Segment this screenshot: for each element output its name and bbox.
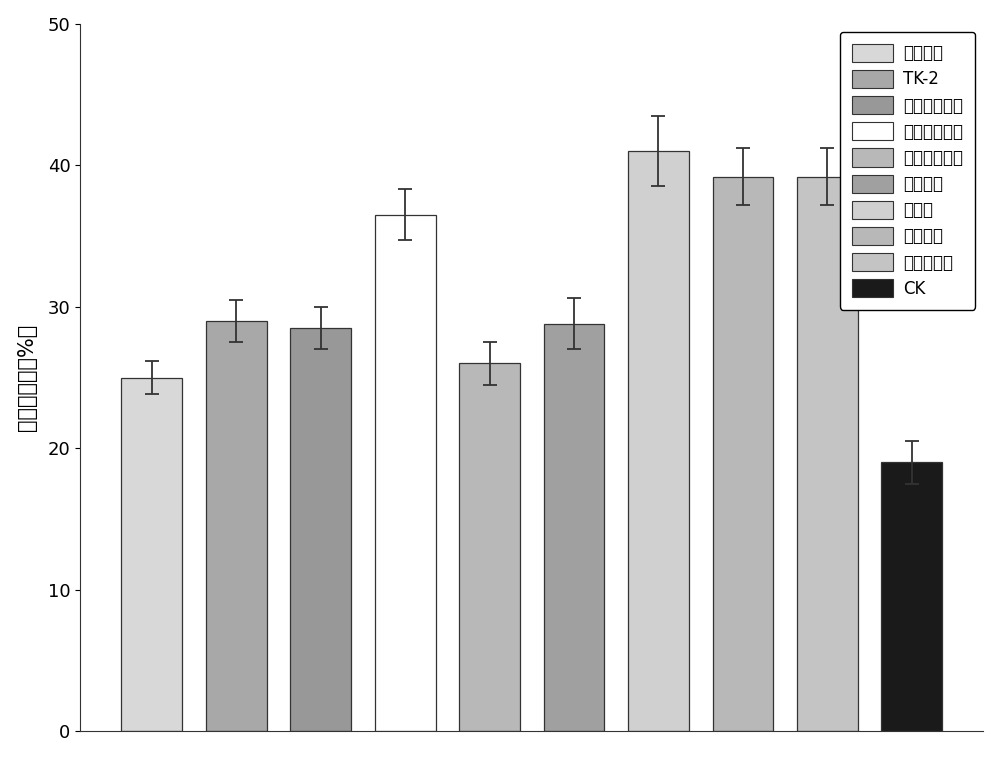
Bar [628,151,689,732]
Bar [544,324,604,732]
Bar [121,377,182,732]
Bar [290,328,351,732]
Y-axis label: 秸秆降解率（%）: 秸秆降解率（%） [17,324,37,431]
Bar [881,462,942,732]
Bar [459,364,520,732]
Bar [375,215,436,732]
Bar [206,321,267,732]
Bar [797,177,858,732]
Bar [713,177,773,732]
Legend: 假单胞菌, TK-2, 枯草芽孢杆菌, 地衣芽孢杆菌, 巨大芽孢杆菌, 绿色木霉, 黑曲霉, 白腐真菌, 白囊耙齿菌, CK: 假单胞菌, TK-2, 枯草芽孢杆菌, 地衣芽孢杆菌, 巨大芽孢杆菌, 绿色木霉… [840,32,975,310]
